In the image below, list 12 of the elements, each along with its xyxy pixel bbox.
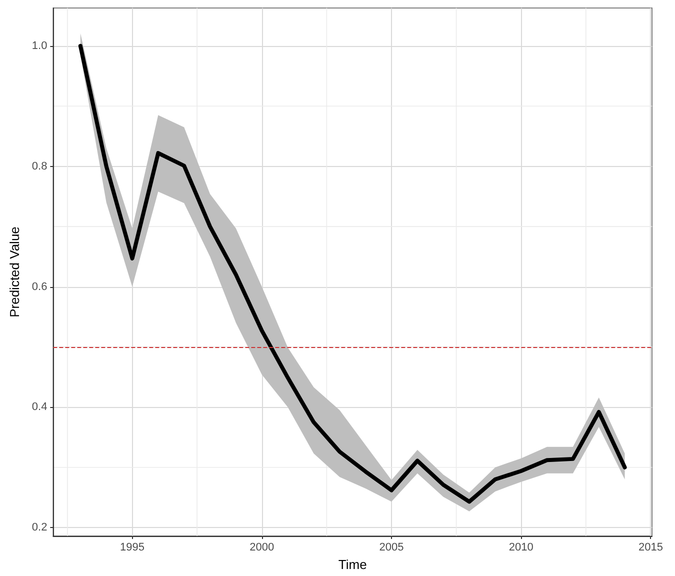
y-tick-label: 0.4	[32, 401, 48, 414]
x-tick-label: 2010	[508, 542, 534, 554]
y-tick-label: 1.0	[32, 40, 48, 52]
y-tick-label: 0.6	[32, 280, 48, 293]
x-tick-label: 1995	[120, 542, 144, 554]
x-axis-title: Time	[338, 557, 367, 572]
x-tick-label: 2000	[250, 542, 274, 554]
y-axis-title: Predicted Value	[7, 226, 22, 318]
x-tick-label: 2005	[379, 542, 404, 554]
y-tick-label: 0.2	[32, 522, 48, 534]
x-tick-label: 2015	[638, 542, 663, 554]
y-tick-label: 0.8	[32, 160, 48, 172]
